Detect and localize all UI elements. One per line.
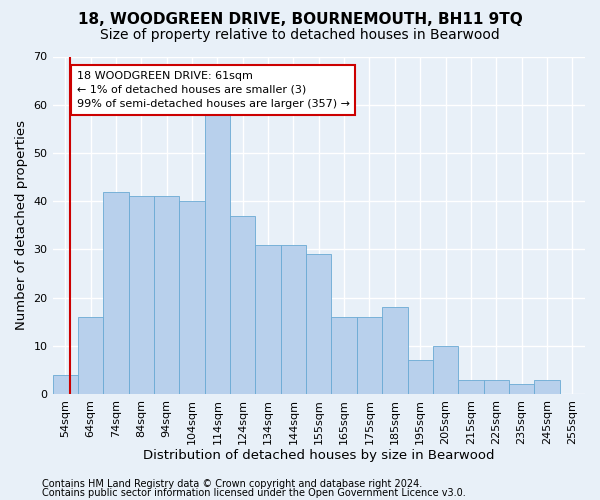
Bar bbox=[357, 317, 382, 394]
Y-axis label: Number of detached properties: Number of detached properties bbox=[15, 120, 28, 330]
Bar bbox=[179, 201, 205, 394]
Bar bbox=[128, 196, 154, 394]
Bar bbox=[458, 380, 484, 394]
Bar bbox=[534, 380, 560, 394]
Bar bbox=[205, 110, 230, 394]
Bar bbox=[509, 384, 534, 394]
Text: Contains HM Land Registry data © Crown copyright and database right 2024.: Contains HM Land Registry data © Crown c… bbox=[42, 479, 422, 489]
Bar bbox=[230, 216, 256, 394]
Text: Size of property relative to detached houses in Bearwood: Size of property relative to detached ho… bbox=[100, 28, 500, 42]
Bar bbox=[53, 375, 78, 394]
Bar bbox=[256, 244, 281, 394]
Bar bbox=[484, 380, 509, 394]
Text: 18, WOODGREEN DRIVE, BOURNEMOUTH, BH11 9TQ: 18, WOODGREEN DRIVE, BOURNEMOUTH, BH11 9… bbox=[77, 12, 523, 28]
Bar bbox=[154, 196, 179, 394]
Bar bbox=[306, 254, 331, 394]
Bar bbox=[382, 308, 407, 394]
Bar bbox=[78, 317, 103, 394]
Bar bbox=[331, 317, 357, 394]
Bar bbox=[103, 192, 128, 394]
Bar bbox=[407, 360, 433, 394]
Text: 18 WOODGREEN DRIVE: 61sqm
← 1% of detached houses are smaller (3)
99% of semi-de: 18 WOODGREEN DRIVE: 61sqm ← 1% of detach… bbox=[77, 71, 350, 109]
Text: Contains public sector information licensed under the Open Government Licence v3: Contains public sector information licen… bbox=[42, 488, 466, 498]
Bar bbox=[281, 244, 306, 394]
Bar bbox=[433, 346, 458, 394]
X-axis label: Distribution of detached houses by size in Bearwood: Distribution of detached houses by size … bbox=[143, 450, 494, 462]
